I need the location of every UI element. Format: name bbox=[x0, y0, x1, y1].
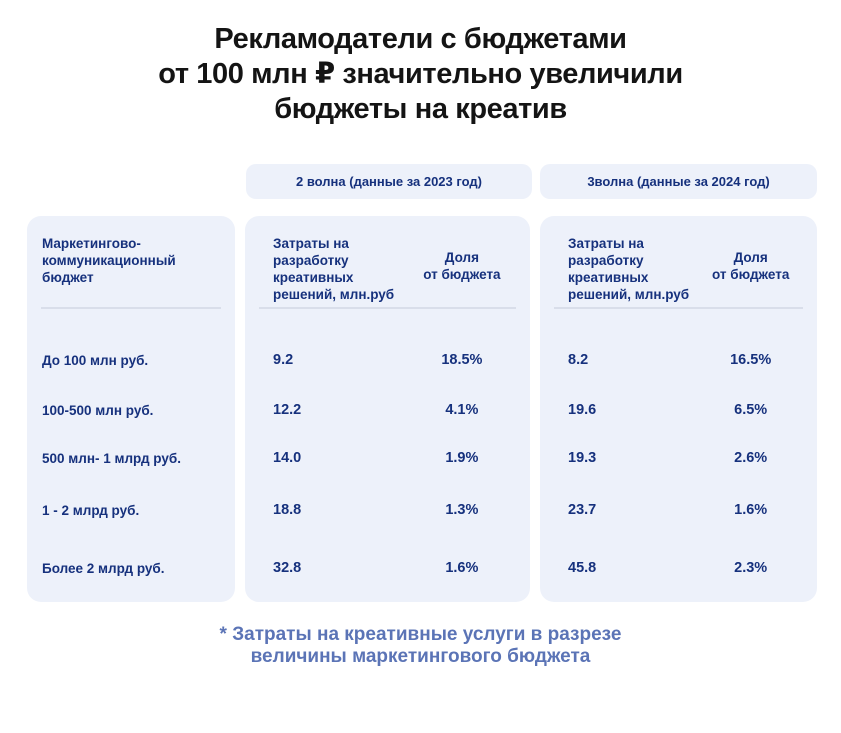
row-label: До 100 млн руб. bbox=[42, 353, 149, 368]
wave3-share-value: 2.3% bbox=[734, 560, 768, 576]
footnote: * Затраты на креативные услуги в разрезе… bbox=[219, 624, 622, 667]
wave3-spend-value: 19.6 bbox=[568, 402, 597, 418]
wave3-share-value: 2.6% bbox=[734, 450, 768, 466]
wave2-spend-value: 9.2 bbox=[273, 352, 294, 368]
wave2-spend-value: 18.8 bbox=[273, 502, 302, 518]
wave2-badge: 2 волна (данные за 2023 год) bbox=[246, 164, 532, 199]
wave2-share-value: 18.5% bbox=[441, 352, 483, 368]
wave2-share-value: 1.3% bbox=[445, 502, 479, 518]
title-line-2: от 100 млн ₽ значительно увеличили bbox=[158, 58, 683, 90]
header-divider bbox=[259, 307, 516, 309]
title-line-1: Рекламодатели с бюджетами bbox=[214, 23, 627, 55]
wave2-panel: Затраты на разработку креативных решений… bbox=[245, 216, 530, 602]
wave3-share-value: 6.5% bbox=[734, 402, 768, 418]
wave2-spend-value: 32.8 bbox=[273, 560, 302, 576]
wave2-share-value: 1.6% bbox=[445, 560, 479, 576]
wave3-spend-value: 23.7 bbox=[568, 502, 597, 518]
wave3-spend-value: 45.8 bbox=[568, 560, 597, 576]
wave2-spend-value: 14.0 bbox=[273, 450, 302, 466]
wave3-spend-value: 19.3 bbox=[568, 450, 597, 466]
budget-column-panel: Маркетингово- коммуникационный бюджет До… bbox=[27, 216, 235, 602]
header-divider bbox=[554, 307, 803, 309]
wave3-badge: 3волна (данные за 2024 год) bbox=[540, 164, 817, 199]
wave2-spend-value: 12.2 bbox=[273, 402, 302, 418]
wave3-share-value: 1.6% bbox=[734, 502, 768, 518]
row-label: 100-500 млн руб. bbox=[42, 403, 154, 418]
wave3-panel: Затраты на разработку креативных решений… bbox=[540, 216, 817, 602]
wave3-share-value: 16.5% bbox=[730, 352, 772, 368]
row-label: 1 - 2 млрд руб. bbox=[42, 503, 140, 518]
wave2-spend-header: Затраты на разработку креативных решений… bbox=[273, 236, 395, 302]
wave2-share-header: Доля от бюджета bbox=[423, 250, 501, 282]
wave2-share-value: 1.9% bbox=[445, 450, 479, 466]
wave3-spend-value: 8.2 bbox=[568, 352, 589, 368]
budget-column-header: Маркетингово- коммуникационный бюджет bbox=[42, 236, 176, 285]
wave3-spend-header: Затраты на разработку креативных решений… bbox=[568, 236, 690, 302]
header-divider bbox=[41, 307, 221, 309]
row-label: 500 млн- 1 млрд руб. bbox=[42, 451, 181, 466]
wave3-share-header: Доля от бюджета bbox=[711, 250, 790, 282]
row-label: Более 2 млрд руб. bbox=[42, 561, 165, 576]
page-title: Рекламодатели с бюджетами от 100 млн ₽ з… bbox=[0, 22, 841, 127]
title-line-3: бюджеты на креатив bbox=[274, 93, 567, 125]
wave2-share-value: 4.1% bbox=[445, 402, 479, 418]
